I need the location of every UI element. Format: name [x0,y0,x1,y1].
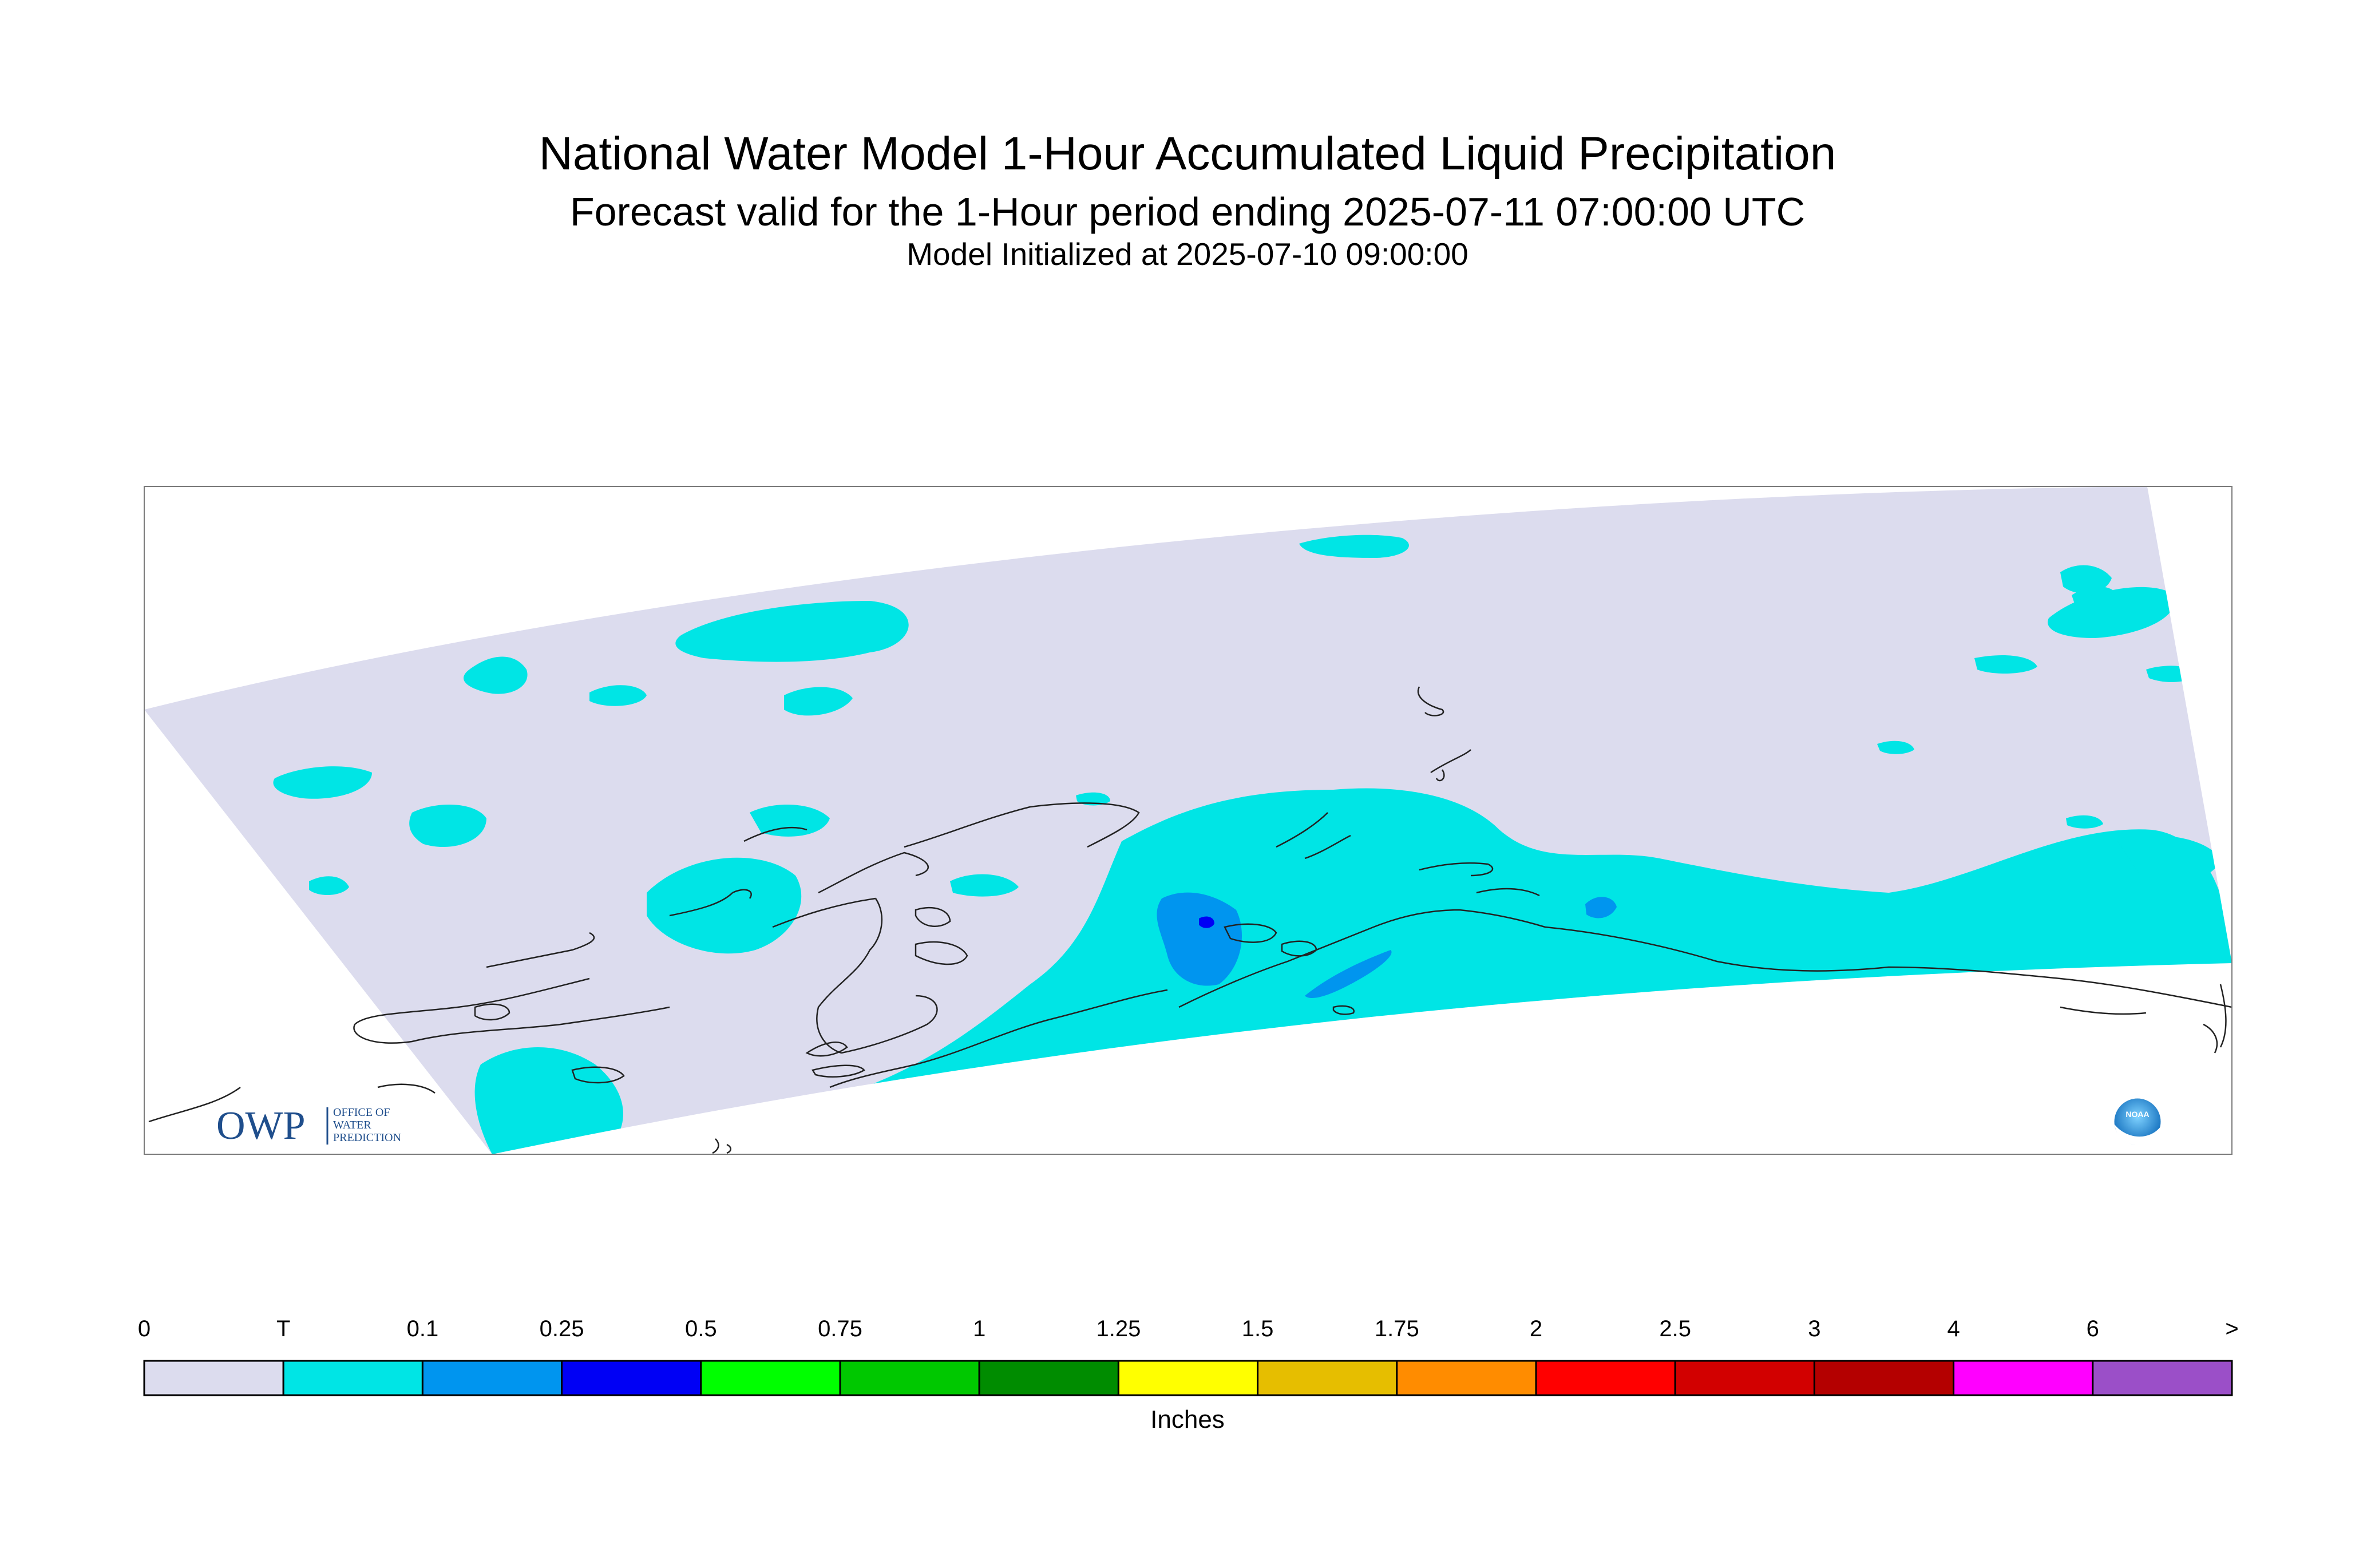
legend-tick-label-15: > [2225,1316,2238,1341]
legend-bin-5 [839,1360,980,1396]
owp-logo-line-2: WATER [333,1119,371,1131]
precip-area-mid2 [950,874,1019,897]
precip-area-cell [1076,792,1110,806]
coastlines [148,686,2232,1154]
precip-area-northcentral [675,601,909,662]
owp-logo-line-3: PREDICTION [333,1131,401,1144]
legend-tick-label-7: 1.25 [1096,1316,1141,1341]
precip-area-west4 [309,876,349,896]
legend-bin-4 [700,1360,841,1396]
legend-tick-label-3: 0.25 [540,1316,584,1341]
legend-bin-7 [1117,1360,1259,1396]
legend-tick-label-8: 1.5 [1242,1316,1274,1341]
precip-area-east6 [2117,836,2220,881]
precip-area-main [813,788,2232,1104]
legend-bin-0 [143,1360,284,1396]
legend-bin-9 [1396,1360,1537,1396]
legend-tick-label-14: 6 [2087,1316,2099,1341]
precip-areas [273,534,2232,1154]
precip-area-northeast [1299,534,1409,558]
legend-bin-3 [561,1360,702,1396]
legend-tick-label-4: 0.5 [685,1316,717,1341]
precip-area-east3 [2048,587,2175,638]
legend-bin-6 [978,1360,1119,1396]
legend-bin-10 [1535,1360,1676,1396]
legend-bin-12 [1813,1360,1955,1396]
owp-logo-mark: OWP [216,1104,306,1148]
map-frame [144,486,2232,1155]
owp-logo-line-1: OFFICE OF [333,1106,390,1119]
model-init-line: Model Initialized at 2025-07-10 09:00:00 [907,236,1468,272]
precip-area-west2 [273,766,372,799]
precip-area-east1 [2060,565,2112,593]
precip-moderate-east [1585,897,1617,918]
precip-area-north1 [464,656,528,694]
legend-tick-label-13: 4 [1947,1316,1960,1341]
legend-tick-label-10: 2 [1530,1316,1542,1341]
legend-bin-11 [1674,1360,1815,1396]
legend-tick-label-11: 2.5 [1659,1316,1691,1341]
noaa-logo-mark: NOAA [2125,1110,2149,1119]
precip-area-east5 [1974,655,2037,674]
legend-bin-1 [282,1360,423,1396]
precip-area-west3 [409,805,486,847]
legend-tick-label-5: 0.75 [818,1316,862,1341]
legend-tick-label-12: 3 [1808,1316,1820,1341]
precip-area-west [647,857,802,954]
precip-area-north2 [589,685,647,706]
legend-bin-14 [2092,1360,2233,1396]
legend-bin-2 [421,1360,563,1396]
owp-logo: OWP OFFICE OF WATER PREDICTION [216,1104,401,1148]
legend-tick-label-6: 1 [973,1316,985,1341]
noaa-logo: NOAA [2112,1096,2163,1147]
legend-bin-13 [1953,1360,2094,1396]
precip-moderate-core [1157,892,1242,986]
precip-area-southwest [474,1047,623,1154]
legend-bin-8 [1257,1360,1398,1396]
legend-tick-label-0: 0 [138,1316,151,1341]
precip-area-north3 [784,687,853,716]
precip-moderate-strip [1305,950,1392,999]
legend-tick-label-1: T [276,1316,290,1341]
map-title: National Water Model 1-Hour Accumulated … [539,128,1836,180]
precip-area-east7 [1877,741,1914,754]
legend-unit-label: Inches [1150,1405,1225,1434]
legend-tick-label-9: 1.75 [1375,1316,1419,1341]
precip-area-east8 [2066,815,2103,829]
precip-heavy-cell [1199,916,1214,928]
precip-area-mid [750,805,830,837]
forecast-valid-line: Forecast valid for the 1-Hour period end… [569,189,1806,234]
legend-tick-label-2: 0.1 [407,1316,439,1341]
